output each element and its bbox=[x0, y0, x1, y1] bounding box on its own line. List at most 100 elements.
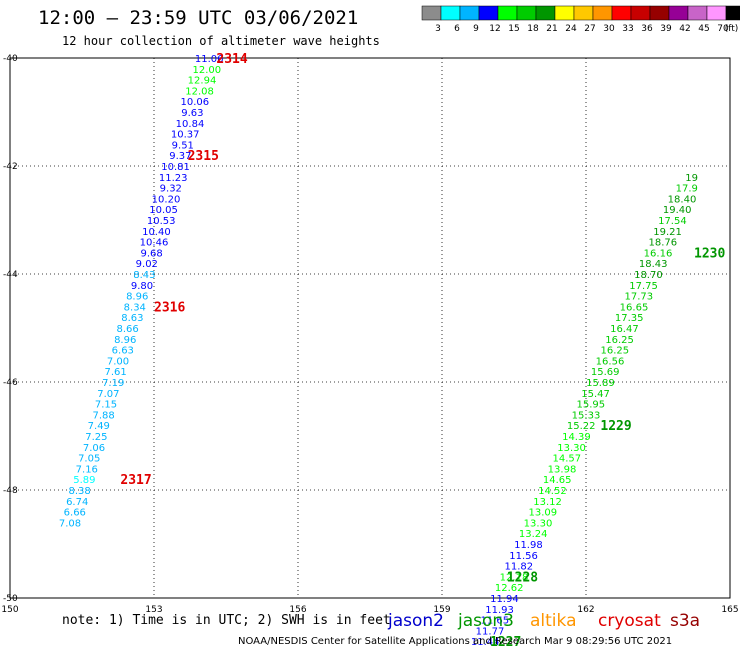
legend-label: 45 bbox=[698, 24, 709, 34]
wave-height-value: 8.34 bbox=[124, 302, 146, 313]
pass-time-label: 1228 bbox=[507, 570, 538, 585]
pass-time-label: 1229 bbox=[600, 419, 631, 434]
x-tick-label: 159 bbox=[433, 605, 450, 615]
wave-height-value: 17.35 bbox=[615, 313, 644, 324]
wave-height-value: 7.05 bbox=[78, 454, 100, 465]
wave-height-value: 13.30 bbox=[524, 518, 553, 529]
wave-height-value: 8.96 bbox=[114, 335, 136, 346]
wave-height-value: 18.70 bbox=[634, 270, 663, 281]
legend-label: 12 bbox=[489, 24, 500, 34]
legend-label: (ft) bbox=[725, 24, 739, 34]
wave-height-value: 11.44 bbox=[471, 637, 500, 648]
legend-swatch bbox=[725, 5, 740, 21]
wave-height-value: 15.95 bbox=[576, 400, 605, 411]
wave-height-value: 7.15 bbox=[95, 400, 117, 411]
wave-height-value: 11.98 bbox=[514, 540, 543, 551]
wave-height-value: 13.09 bbox=[528, 508, 557, 519]
wave-height-value: 10.20 bbox=[152, 194, 181, 205]
legend-swatch bbox=[592, 5, 613, 21]
wave-height-value: 8.66 bbox=[116, 324, 138, 335]
legend-swatch bbox=[497, 5, 518, 21]
satellite-legend-jason2: jason2 bbox=[387, 611, 444, 631]
wave-height-value: 11.65 bbox=[480, 616, 509, 627]
wave-height-value: 10.84 bbox=[176, 119, 205, 130]
legend-swatch bbox=[421, 5, 442, 21]
satellite-legend-s3a: s3a bbox=[670, 611, 700, 631]
wave-height-value: 10.81 bbox=[161, 162, 190, 173]
wave-height-value: 18.40 bbox=[668, 194, 697, 205]
color-scale-legend: 3 6 9 12 15 18 21 24 27 30 33 36 39 42 45 70(ft) bbox=[421, 5, 740, 34]
legend-label: 6 bbox=[454, 24, 460, 34]
chart-subtitle: 12 hour collection of altimeter wave hei… bbox=[62, 34, 380, 48]
wave-height-value: 11.93 bbox=[485, 605, 514, 616]
legend-label: 9 bbox=[473, 24, 479, 34]
satellite-legend-jason3: jason3 bbox=[457, 611, 514, 631]
legend-label: 21 bbox=[546, 24, 557, 34]
grid-lines bbox=[9, 57, 731, 599]
wave-height-value: 13.30 bbox=[557, 443, 586, 454]
wave-height-value: 15.89 bbox=[586, 378, 615, 389]
y-tick-label: -44 bbox=[3, 270, 18, 280]
wave-height-value: 9.02 bbox=[136, 259, 158, 270]
wave-height-value: 7.19 bbox=[102, 378, 124, 389]
y-tick-label: -48 bbox=[3, 486, 18, 496]
legend-swatch bbox=[573, 5, 594, 21]
wave-height-value: 14.57 bbox=[552, 454, 581, 465]
legend-label: 3 bbox=[435, 24, 441, 34]
wave-height-value: 17.9 bbox=[676, 184, 698, 195]
wave-height-value: 12.00 bbox=[192, 65, 221, 76]
pass-time-label: 2316 bbox=[154, 300, 185, 315]
wave-height-value: 10.40 bbox=[142, 227, 171, 238]
wave-height-value: 12.62 bbox=[495, 583, 524, 594]
wave-height-value: 5.89 bbox=[73, 475, 95, 486]
wave-height-value: 9.51 bbox=[172, 140, 194, 151]
wave-height-value: 7.07 bbox=[97, 389, 119, 400]
wave-height-value: 10.37 bbox=[171, 130, 200, 141]
pass-time-labels: 2314 2315 2316 2317 1230 1229 1228 1227 bbox=[120, 52, 725, 650]
wave-height-value: 7.49 bbox=[88, 421, 110, 432]
wave-height-value: 10.06 bbox=[180, 97, 209, 108]
wave-height-value: 11.94 bbox=[490, 594, 519, 605]
wave-height-value: 7.06 bbox=[83, 443, 105, 454]
legend-swatch bbox=[668, 5, 689, 21]
legend-swatch bbox=[459, 5, 480, 21]
wave-height-value: 16.16 bbox=[644, 248, 673, 259]
legend-swatch bbox=[630, 5, 651, 21]
pass-time-label: 1227 bbox=[490, 635, 521, 650]
wave-height-value: 7.61 bbox=[104, 367, 126, 378]
wave-height-points: 11.0612.0012.9412.0810.069.6310.8410.379… bbox=[59, 54, 698, 648]
legend-swatch bbox=[611, 5, 632, 21]
legend-swatch bbox=[535, 5, 556, 21]
wave-height-value: 7.00 bbox=[107, 356, 129, 367]
legend-label: 33 bbox=[622, 24, 633, 34]
wave-height-value: 8.38 bbox=[68, 486, 90, 497]
wave-height-value: 12.94 bbox=[188, 76, 217, 87]
wave-height-value: 11.82 bbox=[504, 562, 533, 573]
legend-label: 70 bbox=[717, 24, 729, 34]
pass-time-label: 2314 bbox=[216, 52, 247, 67]
wave-height-value: 17.75 bbox=[629, 281, 658, 292]
wave-height-value: 12.08 bbox=[185, 86, 214, 97]
satellite-legend-altika: altika bbox=[530, 611, 577, 631]
satellite-legend: jason2 jason3 altika cryosat s3a bbox=[387, 611, 700, 631]
wave-height-value: 9.68 bbox=[140, 248, 162, 259]
wave-height-value: 17.73 bbox=[624, 292, 653, 303]
legend-label: 39 bbox=[660, 24, 672, 34]
legend-label: 15 bbox=[508, 24, 519, 34]
legend-swatch bbox=[706, 5, 727, 21]
wave-height-value: 15.22 bbox=[567, 421, 596, 432]
legend-label: 42 bbox=[679, 24, 690, 34]
legend-swatch bbox=[478, 5, 499, 21]
wave-height-value: 8.63 bbox=[121, 313, 143, 324]
x-tick-label: 162 bbox=[577, 605, 594, 615]
wave-height-value: 6.63 bbox=[112, 346, 134, 357]
legend-label: 27 bbox=[584, 24, 595, 34]
wave-height-value: 16.56 bbox=[596, 356, 625, 367]
wave-height-value: 13.12 bbox=[533, 497, 562, 508]
wave-height-value: 8.43 bbox=[133, 270, 155, 281]
wave-height-value: 18.76 bbox=[648, 238, 677, 249]
wave-height-value: 11.56 bbox=[509, 551, 538, 562]
legend-swatch bbox=[554, 5, 575, 21]
legend-label: 18 bbox=[527, 24, 539, 34]
